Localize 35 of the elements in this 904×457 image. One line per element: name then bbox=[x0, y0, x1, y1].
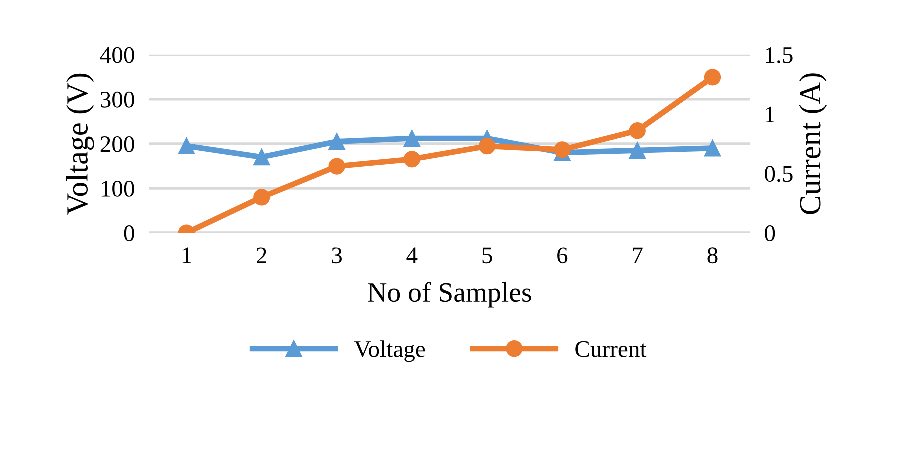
point bbox=[629, 122, 646, 140]
x-tick-label: 3 bbox=[332, 248, 342, 264]
x-axis-title: No of Samples bbox=[368, 282, 532, 308]
x-tick-label: 6 bbox=[558, 248, 568, 264]
point bbox=[554, 142, 571, 158]
legend-label: Voltage bbox=[354, 340, 426, 362]
point bbox=[254, 189, 270, 206]
point bbox=[178, 138, 196, 155]
y-tick-label: 400 bbox=[100, 47, 134, 64]
point bbox=[704, 140, 722, 157]
x-tick-label: 2 bbox=[257, 248, 266, 264]
x-tick-label: 1 bbox=[182, 248, 192, 264]
x-tick-label: 4 bbox=[406, 248, 418, 264]
y2-tick-label: 1 bbox=[766, 106, 775, 122]
y-axis-title: Voltage (V) bbox=[66, 74, 94, 216]
point bbox=[704, 69, 722, 86]
y2-axis-title: Current (A) bbox=[799, 74, 827, 214]
y-tick-label: 0 bbox=[124, 226, 134, 242]
y2-tick-label: 1.5 bbox=[766, 47, 793, 64]
y-tick-label: 200 bbox=[100, 136, 134, 152]
y-tick-label: 300 bbox=[100, 92, 134, 108]
point bbox=[328, 133, 346, 150]
point bbox=[629, 142, 646, 159]
point bbox=[404, 130, 420, 147]
point bbox=[328, 158, 346, 175]
point bbox=[478, 138, 496, 155]
y2-tick-label: 0.5 bbox=[765, 166, 793, 182]
point bbox=[254, 148, 270, 166]
y2-tick-label: 0 bbox=[765, 226, 776, 242]
legend-label: Current bbox=[576, 341, 647, 358]
y-tick-label: 100 bbox=[102, 181, 134, 197]
x-tick-label: 7 bbox=[633, 248, 643, 264]
x-tick-label: 5 bbox=[482, 248, 492, 264]
x-tick-label: 8 bbox=[708, 248, 718, 264]
point bbox=[404, 151, 420, 168]
